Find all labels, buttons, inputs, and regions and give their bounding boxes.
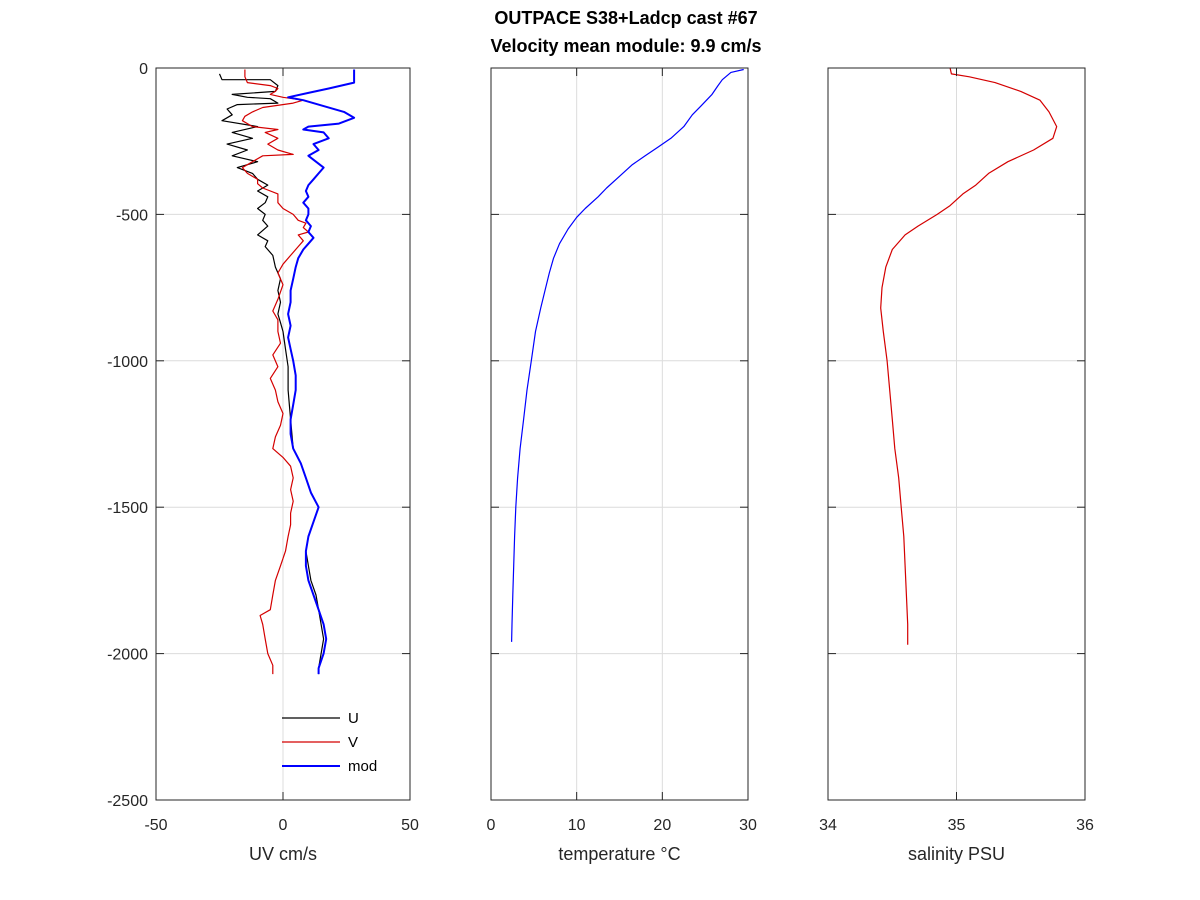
y-tick-label: -1000 xyxy=(107,354,148,371)
x-tick-label: 20 xyxy=(653,817,671,834)
x-tick-label: 36 xyxy=(1076,817,1094,834)
legend-label-u: U xyxy=(348,710,359,727)
x-tick-label: 10 xyxy=(568,817,586,834)
y-tick-label: -1500 xyxy=(107,500,148,517)
x-tick-label: 0 xyxy=(279,817,288,834)
subplot-2: 0 10 20 30 temperature °C xyxy=(487,67,757,864)
x-axis-label: temperature °C xyxy=(558,844,680,864)
chart-title-line-2: Velocity mean module: 9.9 cm/s xyxy=(490,36,761,56)
y-tick-label: 0 xyxy=(139,61,148,78)
legend-label-v: V xyxy=(348,734,358,751)
x-tick-label: 34 xyxy=(819,817,837,834)
subplot-3: 34 35 36 salinity PSU xyxy=(819,67,1094,864)
x-tick-label: 0 xyxy=(487,817,496,834)
series-line-mod xyxy=(287,69,356,675)
x-axis-label: UV cm/s xyxy=(249,844,317,864)
x-tick-label: 50 xyxy=(401,817,419,834)
x-tick-label: -50 xyxy=(144,817,167,834)
x-tick-label: 30 xyxy=(739,817,757,834)
chart-title-line-1: OUTPACE S38+Ladcp cast #67 xyxy=(494,8,757,28)
x-axis-label: salinity PSU xyxy=(908,844,1005,864)
series-line-2 xyxy=(511,68,744,642)
axes-box xyxy=(490,67,749,801)
series-line-v xyxy=(241,69,309,675)
x-tick-label: 35 xyxy=(948,817,966,834)
legend-label-mod: mod xyxy=(348,758,377,775)
y-tick-label: -500 xyxy=(116,207,148,224)
y-tick-label: -2000 xyxy=(107,647,148,664)
series-line-3 xyxy=(880,67,1058,645)
plot-area xyxy=(491,68,748,800)
y-tick-label: -2500 xyxy=(107,793,148,810)
